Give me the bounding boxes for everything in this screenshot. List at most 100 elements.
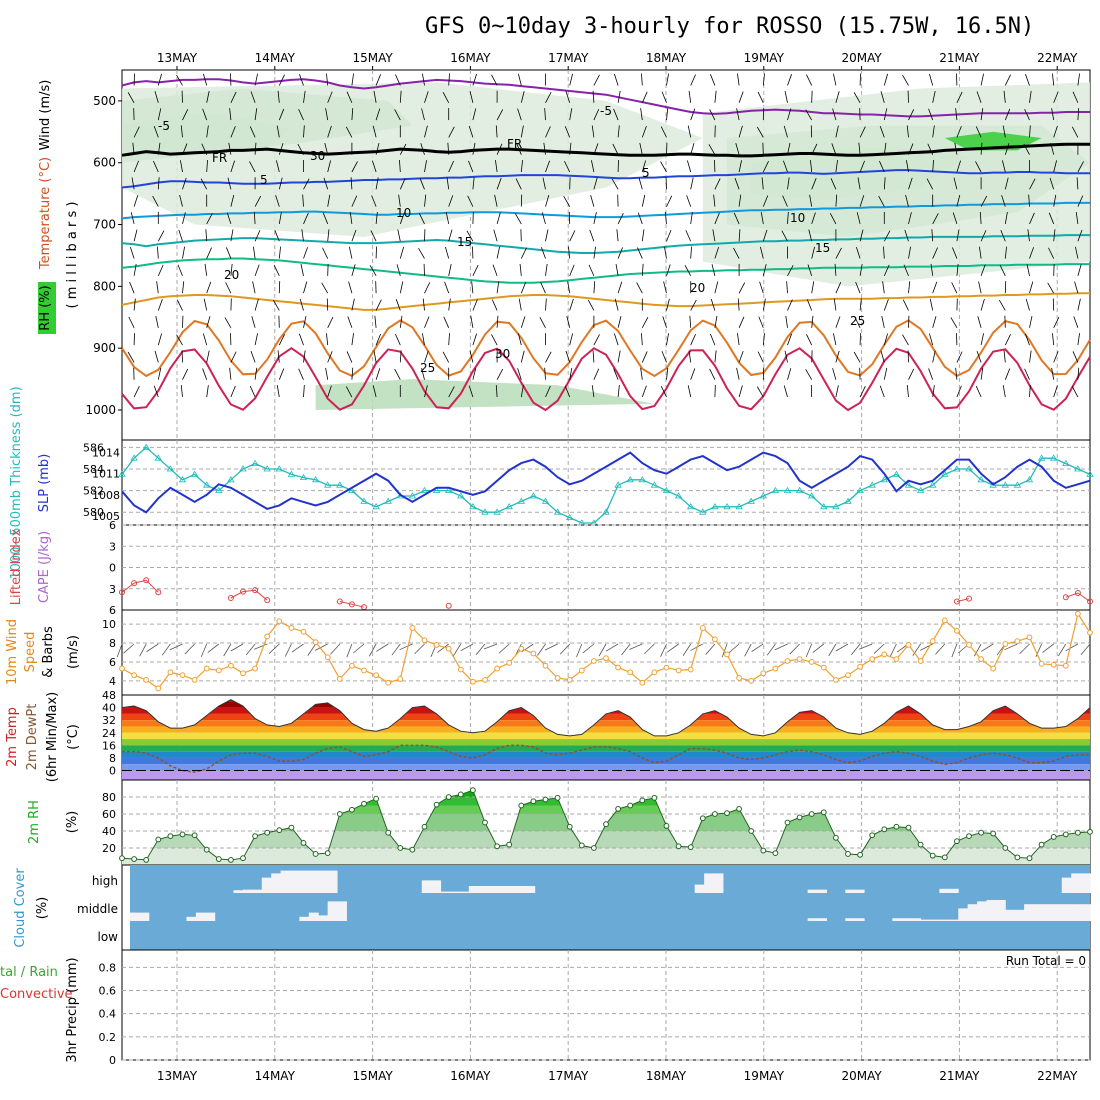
rh-marker	[603, 821, 609, 828]
wind-barb	[589, 229, 595, 242]
thickness-marker	[529, 492, 538, 499]
wind-barb	[254, 195, 262, 207]
wind-speed-marker	[215, 667, 222, 674]
wind-barb	[660, 386, 667, 398]
wind-barb	[129, 281, 135, 294]
wind-barb	[325, 108, 329, 121]
wind-barb	[157, 367, 162, 380]
wind-barb	[424, 282, 431, 294]
cloud-cell	[186, 916, 197, 921]
wind-speed-marker	[675, 667, 682, 674]
wind-barb	[278, 143, 284, 155]
wind-barb	[1047, 282, 1055, 294]
cloud-cell	[845, 918, 856, 921]
wind-barb	[157, 333, 162, 346]
dewpoint-line	[122, 744, 1090, 773]
wind-barb	[883, 367, 888, 380]
wind-barb	[496, 281, 500, 294]
top-day-label: 17MAY	[548, 51, 589, 65]
rh-marker	[191, 832, 198, 839]
wind-barb	[399, 90, 402, 103]
wind-barb	[629, 643, 643, 650]
wind-barb	[276, 125, 280, 138]
y-tick-label: 3	[109, 540, 116, 553]
rh-marker	[760, 847, 767, 854]
wind-barb	[859, 229, 864, 242]
wind-barb	[980, 333, 984, 346]
wind-barb	[569, 142, 572, 155]
wind-barb	[375, 333, 381, 346]
wind-speed-marker	[603, 655, 609, 662]
wind-barb	[520, 350, 525, 363]
temp-band	[122, 720, 1090, 727]
top-day-label: 21MAY	[939, 51, 980, 65]
wind-barb	[926, 178, 934, 190]
thickness-marker	[916, 486, 925, 493]
wind-barb	[545, 160, 550, 173]
wind-barb	[373, 350, 377, 363]
cloud-cell	[930, 919, 940, 921]
wind-speed-marker	[518, 645, 525, 652]
wind-barb	[1026, 264, 1030, 276]
wind-barb	[206, 213, 213, 225]
wind-barb	[833, 333, 837, 346]
isotherm-line	[121, 257, 1090, 284]
wind-barb	[805, 109, 813, 121]
wind-barb	[762, 161, 769, 173]
wind-barb	[738, 385, 743, 398]
wind-barb	[277, 90, 280, 103]
wind-barb	[348, 281, 353, 294]
wind-barb	[956, 91, 963, 103]
wind-barb	[980, 367, 984, 380]
rh-marker	[736, 806, 742, 812]
wind-barb	[807, 264, 813, 276]
wind-barb	[1024, 108, 1030, 121]
wind-barb	[904, 229, 909, 242]
wind-barb	[471, 281, 474, 294]
wind-speed-marker	[699, 625, 706, 631]
thickness-marker	[771, 486, 780, 493]
wind-barb	[327, 351, 333, 363]
wind-barb	[443, 316, 450, 328]
isotherm-warm-line	[121, 319, 1091, 378]
cloud-cell	[327, 870, 338, 893]
rh-marker	[990, 830, 997, 837]
wind-barb	[689, 315, 692, 328]
wind-barb	[641, 160, 646, 173]
thickness-marker	[541, 497, 550, 504]
wind-barb	[496, 177, 502, 190]
contour-label: -5	[158, 119, 170, 133]
wind-barb	[902, 299, 909, 311]
wind-barb	[472, 299, 478, 311]
wind-barb	[690, 108, 696, 121]
lifted-index-marker	[1074, 590, 1081, 596]
y-tick-label: 10	[102, 618, 116, 631]
wind-barb	[854, 316, 861, 328]
thickness-marker	[989, 481, 997, 488]
thickness-marker	[178, 476, 187, 483]
cloud-cell	[854, 918, 865, 921]
wind-barb	[372, 125, 377, 138]
rain-legend-label: tal / Rain	[0, 965, 58, 980]
wind-barb	[1029, 350, 1032, 363]
wind-speed-marker	[1075, 610, 1081, 617]
thickness-marker	[457, 492, 465, 499]
wind-speed-marker	[1062, 662, 1069, 669]
wind-barb	[206, 316, 211, 328]
wind-barb	[1029, 90, 1032, 103]
wind-barb	[980, 108, 984, 121]
wind-barb	[617, 350, 621, 363]
wind-barb	[979, 246, 982, 259]
wind-speed-marker	[772, 665, 779, 672]
wind-barb	[207, 643, 220, 653]
cloud-cell	[911, 918, 922, 921]
rh-marker	[578, 842, 585, 849]
wind-barb	[470, 315, 474, 328]
cloud-cell	[1071, 904, 1082, 921]
wind-barb	[424, 91, 429, 103]
wind-barb	[395, 299, 401, 311]
wind-barb	[133, 386, 140, 398]
wind-barb	[157, 299, 163, 311]
wind-barb	[593, 177, 598, 190]
wind-barb	[1025, 298, 1030, 311]
